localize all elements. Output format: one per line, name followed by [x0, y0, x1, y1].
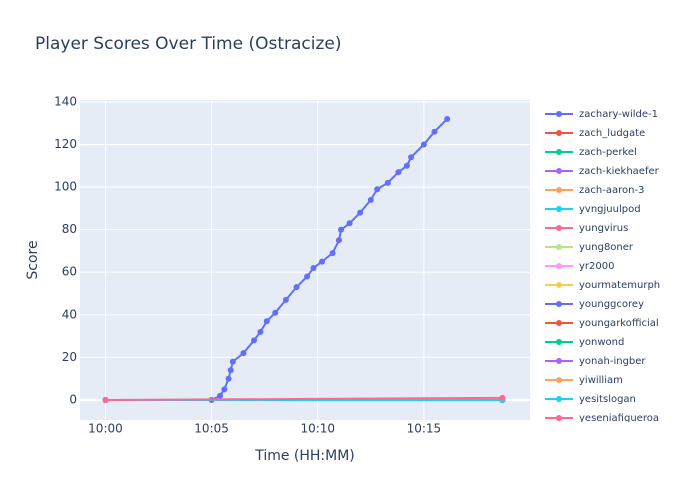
- legend-marker: [556, 396, 562, 402]
- legend-label: zach_ludgate: [579, 128, 645, 139]
- data-point: [357, 209, 364, 216]
- data-point: [431, 128, 438, 135]
- legend-marker: [556, 263, 562, 269]
- legend-label: yr2000: [579, 261, 614, 272]
- chart-title: Player Scores Over Time (Ostracize): [35, 34, 342, 54]
- legend-marker: [556, 206, 562, 212]
- legend-label: yung8oner: [579, 242, 634, 253]
- data-point: [229, 358, 236, 365]
- y-tick-label: 100: [54, 180, 77, 194]
- legend-marker: [556, 244, 562, 250]
- grid: 0 20 40 60 80 100 120 140 10:00 10:05 10:10 10:15: [54, 94, 530, 436]
- x-tick-label: 10:15: [407, 422, 442, 436]
- legend-marker: [556, 377, 562, 383]
- data-point: [102, 396, 109, 403]
- legend-marker: [556, 187, 562, 193]
- legend-label: youngarkofficial: [579, 318, 659, 329]
- legend-marker: [556, 149, 562, 155]
- legend-label: yonah-ingber: [579, 356, 646, 367]
- legend-marker: [556, 225, 562, 231]
- data-point: [263, 318, 270, 325]
- legend-label: yiwilliam: [579, 375, 623, 386]
- data-point: [251, 337, 258, 344]
- data-point: [444, 115, 451, 122]
- y-tick-label: 40: [62, 307, 77, 321]
- y-tick-label: 140: [54, 94, 77, 108]
- legend-marker: [556, 320, 562, 326]
- legend-marker: [556, 415, 562, 421]
- legend-marker: [556, 282, 562, 288]
- x-tick-label: 10:00: [88, 422, 123, 436]
- legend-marker: [556, 358, 562, 364]
- plot-area: [80, 100, 530, 420]
- data-point: [221, 386, 228, 393]
- plot: [102, 115, 506, 403]
- x-tick-label: 10:05: [194, 422, 229, 436]
- y-tick-label: 120: [54, 137, 77, 151]
- legend-marker: [556, 301, 562, 307]
- legend-label: zach-perkel: [579, 147, 637, 158]
- legend-label: younggcorey: [579, 299, 644, 310]
- legend-label: yesitslogan: [579, 394, 636, 405]
- data-point: [499, 394, 506, 401]
- data-point: [318, 258, 325, 265]
- data-point: [335, 237, 342, 244]
- data-point: [227, 367, 234, 374]
- legend-label: yourmatemurph: [579, 280, 660, 291]
- y-axis-title: Score: [25, 240, 41, 279]
- y-tick-label: 20: [62, 350, 77, 364]
- data-point: [329, 250, 336, 257]
- x-axis-title: Time (HH:MM): [254, 448, 355, 464]
- legend-label: zach-aaron-3: [579, 185, 644, 196]
- data-point: [217, 392, 224, 399]
- data-point: [240, 350, 247, 357]
- legend-marker: [556, 339, 562, 345]
- data-point: [310, 264, 317, 271]
- legend-label: yonwond: [579, 337, 624, 348]
- data-point: [374, 186, 381, 193]
- data-point: [272, 309, 279, 316]
- data-point: [384, 179, 391, 186]
- series-line: [105, 396, 503, 401]
- data-point: [408, 154, 415, 161]
- legend-label: zachary-wilde-1: [579, 109, 658, 120]
- data-point: [282, 296, 289, 303]
- legend-label: yvngjuulpod: [579, 204, 641, 215]
- data-point: [257, 328, 264, 335]
- legend-label: yungvirus: [579, 223, 628, 234]
- data-point: [346, 220, 353, 227]
- data-point: [395, 169, 402, 176]
- y-tick-label: 60: [62, 265, 77, 279]
- y-tick-label: 0: [69, 392, 77, 406]
- data-point: [304, 273, 311, 280]
- data-point: [338, 226, 345, 233]
- data-point: [367, 196, 374, 203]
- legend-label: yeseniafigueroa: [579, 413, 659, 424]
- legend-marker: [556, 130, 562, 136]
- data-point: [420, 141, 427, 148]
- data-point: [403, 162, 410, 169]
- legend-marker: [556, 111, 562, 117]
- legend-label: zach-kiekhaefer: [579, 166, 660, 177]
- legend: zachary-wilde-1 zach_ludgate zach-perkel za…: [545, 109, 660, 424]
- x-tick-label: 10:10: [300, 422, 335, 436]
- data-point: [225, 375, 232, 382]
- data-point: [293, 284, 300, 291]
- y-tick-label: 80: [62, 222, 77, 236]
- legend-marker: [556, 168, 562, 174]
